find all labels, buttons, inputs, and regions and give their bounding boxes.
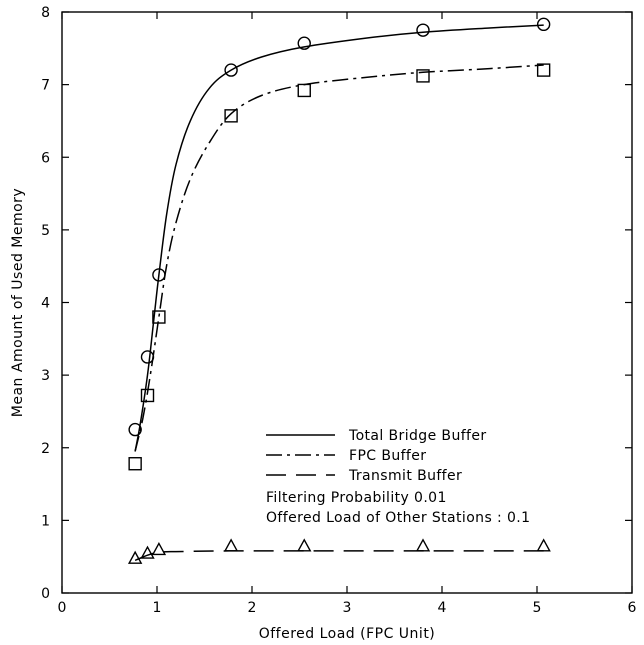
legend-label: FPC Buffer bbox=[349, 448, 426, 464]
y-tick-label: 3 bbox=[41, 368, 50, 384]
y-tick-label: 2 bbox=[41, 441, 50, 457]
x-tick-label: 0 bbox=[58, 600, 67, 616]
series-total-bridge-buffer bbox=[128, 17, 551, 452]
y-tick-label: 5 bbox=[41, 223, 50, 239]
y-tick-label: 7 bbox=[41, 78, 50, 94]
series-transmit-buffer bbox=[127, 538, 551, 564]
data-point-triangle bbox=[415, 538, 431, 552]
legend: Total Bridge Buffer FPC Buffer Transmit Bu… bbox=[266, 428, 530, 526]
x-tick-label: 4 bbox=[438, 600, 447, 616]
series-fpc-buffer bbox=[128, 63, 551, 471]
data-point-square bbox=[416, 69, 430, 83]
data-point-circle bbox=[536, 17, 551, 32]
data-point-square bbox=[140, 388, 155, 403]
y-axis-label: Mean Amount of Used Memory bbox=[10, 188, 26, 417]
data-point-triangle bbox=[297, 538, 312, 552]
data-point-square bbox=[536, 63, 551, 77]
series-line-fpc-buffer bbox=[134, 64, 544, 452]
data-point-square bbox=[128, 457, 142, 471]
data-point-triangle bbox=[151, 541, 167, 556]
data-point-circle bbox=[416, 23, 430, 37]
x-tick-label: 6 bbox=[628, 600, 637, 616]
y-tick-label: 6 bbox=[41, 150, 50, 166]
data-point-square bbox=[152, 310, 166, 324]
data-point-square bbox=[224, 109, 238, 123]
y-tick-label: 0 bbox=[41, 586, 50, 602]
data-point-triangle bbox=[536, 538, 551, 552]
annotation-text: Filtering Probability 0.01 bbox=[266, 490, 447, 506]
axis-ticks: 0 1 2 3 4 5 6 0 1 2 3 4 5 6 7 8 bbox=[41, 5, 636, 616]
x-tick-label: 5 bbox=[533, 600, 542, 616]
legend-label: Transmit Buffer bbox=[348, 468, 462, 484]
x-tick-label: 2 bbox=[248, 600, 257, 616]
data-point-square bbox=[297, 83, 311, 98]
legend-label: Total Bridge Buffer bbox=[348, 428, 487, 444]
series-group bbox=[127, 17, 551, 564]
data-point-triangle bbox=[140, 545, 155, 559]
y-tick-label: 1 bbox=[41, 513, 50, 529]
x-tick-label: 1 bbox=[153, 600, 162, 616]
data-point-circle bbox=[224, 63, 238, 77]
data-point-circle bbox=[297, 36, 311, 50]
annotation-text: Offered Load of Other Stations : 0.1 bbox=[266, 510, 530, 526]
y-tick-label: 4 bbox=[41, 296, 50, 312]
data-point-triangle bbox=[127, 550, 143, 564]
series-line-total-bridge-buffer bbox=[134, 24, 544, 452]
x-axis-label: Offered Load (FPC Unit) bbox=[259, 626, 436, 642]
series-line-transmit-buffer bbox=[134, 550, 544, 562]
data-point-triangle bbox=[223, 538, 239, 552]
y-tick-label: 8 bbox=[41, 5, 50, 21]
x-tick-label: 3 bbox=[343, 600, 352, 616]
